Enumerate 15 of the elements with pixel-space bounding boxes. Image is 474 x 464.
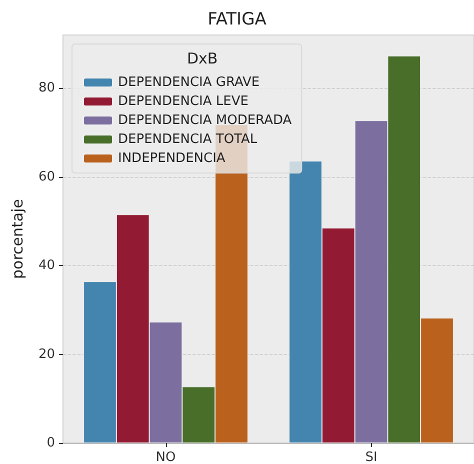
legend-label: INDEPENDENCIA xyxy=(118,151,226,166)
legend-label: DEPENDENCIA GRAVE xyxy=(118,75,260,90)
legend-label: DEPENDENCIA LEVE xyxy=(118,94,248,109)
chart-title: FATIGA xyxy=(208,10,267,30)
y-tick-label: 40 xyxy=(38,258,55,274)
y-tick-label: 60 xyxy=(38,169,55,184)
y-axis-title: porcentaje xyxy=(8,199,26,279)
y-tick-label: 0 xyxy=(46,436,55,450)
legend-label: DEPENDENCIA MODERADA xyxy=(118,113,292,128)
x-tick-label: NO xyxy=(156,450,176,464)
legend-title: DxB xyxy=(187,50,218,68)
y-tick-label: 80 xyxy=(38,80,55,96)
x-tick-label: SI xyxy=(365,450,378,464)
legend-label: DEPENDENCIA TOTAL xyxy=(118,132,258,147)
y-tick-label: 20 xyxy=(38,346,55,362)
